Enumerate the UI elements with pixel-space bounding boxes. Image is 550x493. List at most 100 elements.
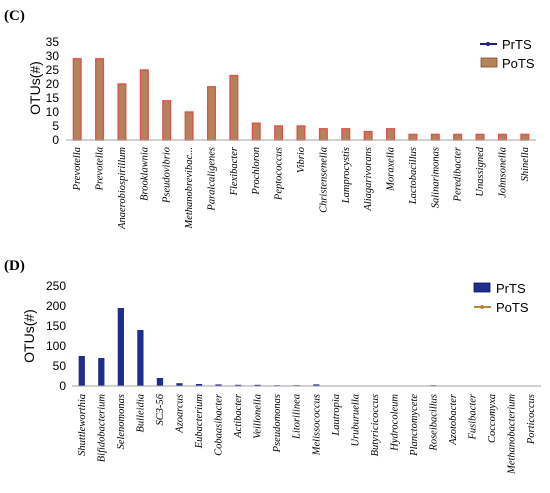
category-label: Litorilinea [292, 394, 303, 440]
bar-pots [95, 58, 105, 141]
bar-prts [215, 384, 222, 386]
y-tick-label: 20 [46, 77, 60, 91]
y-tick-label: 30 [46, 49, 60, 63]
y-tick-label: 35 [46, 35, 60, 49]
category-label: Methanobacterium [507, 394, 518, 475]
category-label: Shinella [520, 147, 531, 181]
category-label: Methanobrevibac... [184, 147, 195, 230]
y-tick-label: 15 [46, 91, 60, 105]
y-tick-label: 5 [52, 119, 59, 133]
y-tick-label: 0 [52, 133, 59, 147]
legend-pots-swatch-icon [480, 57, 498, 68]
category-label: Peptococcus [274, 147, 285, 201]
category-label: Azotobacter [448, 393, 459, 446]
category-label: Paralcaligenes [206, 147, 217, 212]
category-label: Shuttleworthia [77, 394, 88, 456]
y-tick-label: 150 [46, 319, 66, 333]
category-label: Hydrocoleum [389, 394, 400, 452]
category-label: Porticoccus [526, 394, 537, 445]
legend-pots-label: PoTS [502, 56, 535, 71]
bar-pots [117, 83, 127, 141]
panel-d-category-labels: Shuttleworthia Bifidobacterium Selenomonas… [77, 393, 537, 475]
bar-pots [318, 128, 328, 141]
category-label: Lautropia [331, 394, 342, 437]
panel-d-label: (D) [4, 258, 25, 274]
bar-pots [139, 69, 149, 141]
category-label: Lactobacillus [408, 147, 419, 205]
category-label: Eubacterium [194, 394, 205, 450]
category-label: Peredibacter [453, 146, 464, 202]
bar-pots [408, 133, 418, 141]
category-label: Flexibacter [229, 146, 240, 196]
bar-pots [251, 122, 261, 141]
category-label: Unassigned [475, 146, 486, 196]
panel-c-category-labels: Prevotella Prevotella Anaerobiospirillum Br… [72, 146, 531, 230]
bar-pots [497, 133, 507, 141]
category-label: Butyricicoccus [370, 394, 381, 456]
category-label: Prevotella [95, 147, 106, 191]
bar-pots [184, 111, 194, 141]
bar-prts [195, 384, 203, 386]
y-tick-label: 25 [46, 63, 60, 77]
category-label: Anaerobiospirillum [117, 147, 128, 230]
y-tick-label: 200 [46, 299, 66, 313]
category-label: Pseudovibrio [162, 147, 173, 204]
bar-pots [206, 86, 216, 141]
y-tick-label: 100 [46, 339, 66, 353]
bar-pots [72, 58, 82, 141]
legend-prts-marker-icon [486, 42, 490, 46]
category-label: Brooklawnia [139, 147, 150, 201]
bar-prts [98, 358, 105, 386]
panel-c-y-axis-label: OTUs(#) [27, 61, 43, 115]
bar-pots [341, 128, 351, 141]
category-label: Prochloron [251, 147, 262, 196]
bar-prts [254, 384, 261, 386]
category-label: Actibacter [233, 393, 244, 439]
bar-prts [156, 378, 164, 386]
bar-prts [234, 384, 242, 386]
bar-pots [520, 133, 530, 141]
category-label: Uruburuella [350, 394, 361, 447]
bar-prts [137, 330, 144, 386]
bar-pots [386, 128, 396, 141]
y-tick-label: 250 [46, 279, 66, 293]
y-tick-label: 50 [53, 359, 67, 373]
bar-pots [475, 133, 485, 141]
bar-prts [78, 356, 85, 386]
legend-prts-label: PrTS [502, 37, 532, 52]
category-label: Johnsonella [497, 147, 508, 198]
bar-pots [363, 130, 373, 141]
category-label: Bifidobacterium [96, 394, 107, 463]
category-label: Prevotella [72, 147, 83, 191]
bar-prts [176, 383, 183, 386]
category-label: Planctomycete [409, 394, 420, 457]
category-label: SC3-56 [155, 393, 166, 425]
category-label: Moraxella [386, 147, 397, 192]
y-tick-label: 0 [59, 379, 66, 393]
category-label: Veillonella [253, 394, 264, 439]
bar-pots [229, 74, 239, 141]
legend-prts-label: PrTS [496, 281, 526, 296]
panel-c-legend: PrTS PoTS [480, 37, 535, 71]
category-label: Pseudomonas [272, 394, 283, 453]
category-label: Coccomyxa [487, 394, 498, 443]
category-label: Vibrio [296, 147, 307, 173]
panel-d-chart: (D) OTUs(#) 0 50 100 150 200 250 Shuttleworth… [4, 258, 541, 475]
category-label: Fusibacter [468, 393, 479, 440]
panel-d-bars [78, 308, 437, 387]
legend-prts-swatch-icon [473, 282, 491, 293]
category-label: Christensenella [318, 147, 329, 213]
legend-pots-label: PoTS [496, 300, 529, 315]
category-label: Bulleidia [135, 394, 146, 433]
category-label: Melissococcus [311, 394, 322, 456]
category-label: Selenomonas [116, 394, 127, 449]
panel-d-y-axis-label: OTUs(#) [21, 309, 37, 363]
y-tick-label: 10 [46, 105, 60, 119]
bar-pots [453, 133, 463, 141]
panel-c-label: (C) [4, 8, 25, 24]
bar-prts [313, 384, 320, 386]
bar-pots [162, 100, 172, 141]
category-label: Lamprocystis [341, 147, 352, 204]
